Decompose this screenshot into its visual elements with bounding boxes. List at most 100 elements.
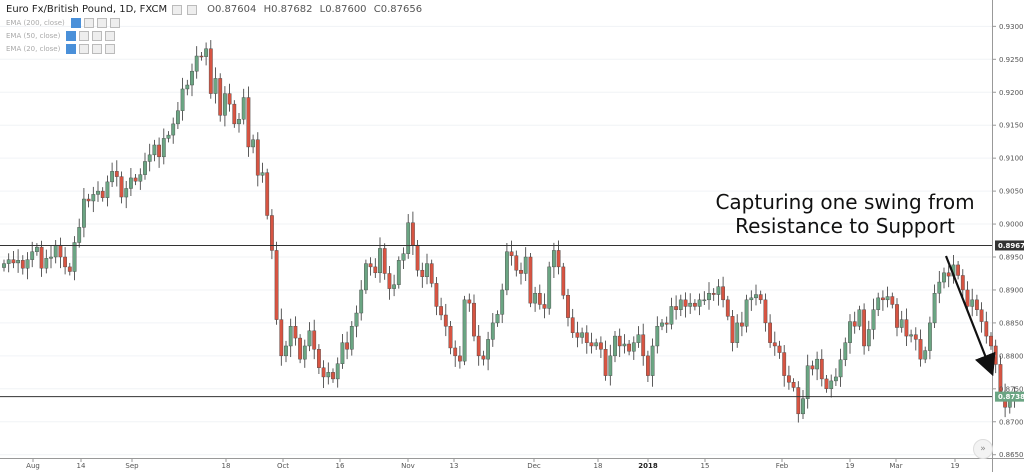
scroll-to-realtime-button[interactable]: » [973,439,993,459]
candle-body-down [218,78,223,116]
candle-body-up [552,250,556,268]
candle [575,321,580,348]
candle [429,259,434,288]
candle-body-down [627,343,632,352]
candle [787,365,791,390]
candle-body-down [693,302,697,307]
more-icon[interactable] [105,43,116,54]
x-tick-label: Feb [776,462,789,470]
candle [617,328,622,358]
candle [425,253,429,285]
indicator-ema-20[interactable]: EMA (20, close) [6,43,426,54]
candle [871,298,876,340]
candle [495,310,500,327]
settings-icon[interactable] [187,4,198,15]
symbol-label[interactable]: Euro Fx/British Pound, 1D, FXCM [6,4,168,15]
candle [683,292,688,318]
gear-icon[interactable] [79,30,90,41]
candle [857,305,862,331]
candle [631,336,636,360]
candle-body-up [241,97,246,120]
candle [740,311,744,337]
candle-body-down [777,345,782,353]
eye-icon[interactable] [66,43,77,54]
candle-body-up [970,299,975,307]
candle-body-up [138,174,143,182]
candle [782,345,787,387]
indicator-ema-200[interactable]: EMA (200, close) [6,17,426,28]
time-axis[interactable]: Aug 14 Sep 18 Oct 16 Nov 13 Dec 18 2018 15 Feb 19 Mar 1… [26,458,959,470]
candle [307,322,312,352]
candle-body-down [321,367,326,378]
candle-body-down [58,244,63,258]
candle-body-up [359,289,364,314]
candle-body-up [302,345,307,360]
candle-body-up [650,345,655,376]
visibility-toggle-icon[interactable] [172,4,183,15]
eye-icon[interactable] [66,30,77,41]
more-icon[interactable] [109,17,120,28]
candle-body-down [420,269,425,277]
close-icon[interactable] [92,43,103,54]
candle [763,293,768,332]
candle [185,79,190,96]
candle [204,42,208,66]
candle-body-up [843,342,848,361]
candle [279,308,284,366]
candle [359,280,364,321]
candle-body-up [401,253,406,261]
candle [932,284,937,329]
candle-body-up [260,172,265,176]
eye-icon[interactable] [70,17,81,28]
candle-body-up [678,299,683,310]
candle [707,282,711,310]
candle [993,339,998,374]
candle [326,362,331,385]
candle [378,237,382,283]
indicator-ema-50[interactable]: EMA (50, close) [6,30,426,41]
close-icon[interactable] [92,30,103,41]
candle-body-up [533,293,538,304]
more-icon[interactable] [105,30,116,41]
candle [805,354,810,409]
candle-body-down [589,342,594,347]
candle [335,357,340,388]
x-tick-label: 2018 [638,462,658,470]
candle [669,297,674,330]
candle-body-up [937,281,942,294]
gear-icon[interactable] [83,17,94,28]
candle [439,297,443,321]
current-price-tag [995,391,1024,402]
x-tick-label: 18 [222,462,231,470]
annotation-line-2: Resistance to Support [735,214,955,238]
candle-body-down [246,97,251,148]
candle [472,294,476,342]
close-icon[interactable] [96,17,107,28]
candle-body-up [213,78,218,94]
candle-body-down [556,250,561,268]
x-tick-label: 19 [846,462,855,470]
candle-body-up [716,286,721,295]
candle-body-down [11,259,16,264]
candle-body-up [35,246,39,252]
candle [345,331,349,360]
candle [96,181,100,202]
candle [646,350,650,382]
gear-icon[interactable] [79,43,90,54]
price-levels [0,244,992,398]
candle [63,247,68,275]
candle [147,143,152,172]
candle-body-down [472,302,476,337]
candle [650,338,655,387]
candle-body-down [429,263,434,284]
candle [589,332,594,354]
candle-body-up [688,302,693,307]
candle-body-up [307,330,312,347]
candle [241,88,246,125]
